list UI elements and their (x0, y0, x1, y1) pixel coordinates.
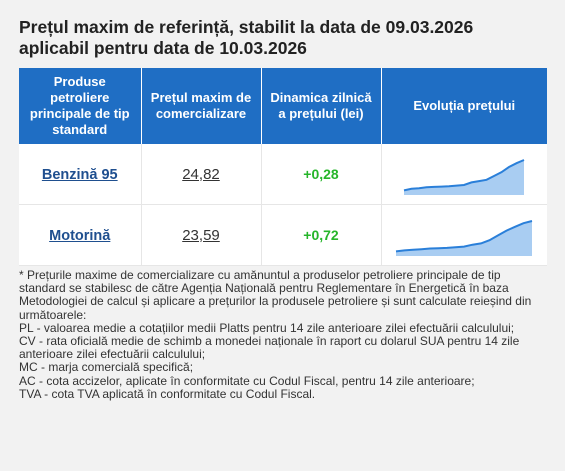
title-line-2: aplicabil pentru data de 10.03.2026 (19, 38, 307, 58)
sparkline-line (404, 159, 525, 192)
footnote-mc: MC - marja comercială specifică; (19, 360, 194, 375)
price-cell: 24,82 (141, 144, 262, 205)
delta-value: +0,72 (303, 227, 339, 243)
table-row: Benzină 95 24,82 +0,28 (19, 144, 547, 205)
footnote-pl: PL - valoarea medie a cotațiilor medii P… (19, 320, 515, 335)
trend-cell (381, 204, 547, 266)
header-price-trend: Evoluția prețului (381, 68, 547, 144)
delta-value: +0,28 (303, 166, 339, 182)
price-value: 23,59 (182, 226, 220, 244)
product-cell: Motorină (19, 204, 142, 266)
sparkline-benzina-95 (404, 159, 525, 195)
price-table: Produse petroliere principale de tip sta… (19, 68, 547, 266)
price-panel: Prețul maxim de referință, stabilit la d… (19, 17, 547, 401)
footnotes: * Prețurile maxime de comercializare cu … (19, 268, 547, 401)
footnote-cv: CV - rata oficială medie de schimb a mon… (19, 334, 520, 362)
header-products: Produse petroliere principale de tip sta… (19, 68, 142, 144)
table-row: Motorină 23,59 +0,72 (19, 204, 547, 266)
title-line-1: Prețul maxim de referință, stabilit la d… (19, 17, 474, 37)
trend-cell (381, 144, 547, 205)
header-max-price: Prețul maxim de comercializare (141, 68, 262, 144)
product-link-motorina[interactable]: Motorină (49, 227, 111, 244)
price-cell: 23,59 (141, 204, 262, 266)
table-header-row: Produse petroliere principale de tip sta… (19, 68, 547, 144)
footnote-intro: * Prețurile maxime de comercializare cu … (19, 268, 532, 322)
footnote-tva: TVA - cota TVA aplicată în conformitate … (19, 386, 316, 401)
page-title: Prețul maxim de referință, stabilit la d… (19, 17, 547, 59)
product-cell: Benzină 95 (19, 144, 142, 205)
sparkline-area (396, 221, 533, 256)
price-value: 24,82 (182, 165, 220, 183)
header-daily-change: Dinamica zilnică a prețului (lei) (261, 68, 382, 144)
product-link-benzina-95[interactable]: Benzină 95 (41, 166, 118, 183)
sparkline-motorina (396, 220, 533, 256)
footnote-ac: AC - cota accizelor, aplicate în conform… (19, 373, 475, 388)
sparkline-area (404, 160, 525, 195)
delta-cell: +0,72 (261, 204, 382, 266)
sparkline-line (396, 220, 533, 253)
delta-cell: +0,28 (261, 144, 382, 205)
